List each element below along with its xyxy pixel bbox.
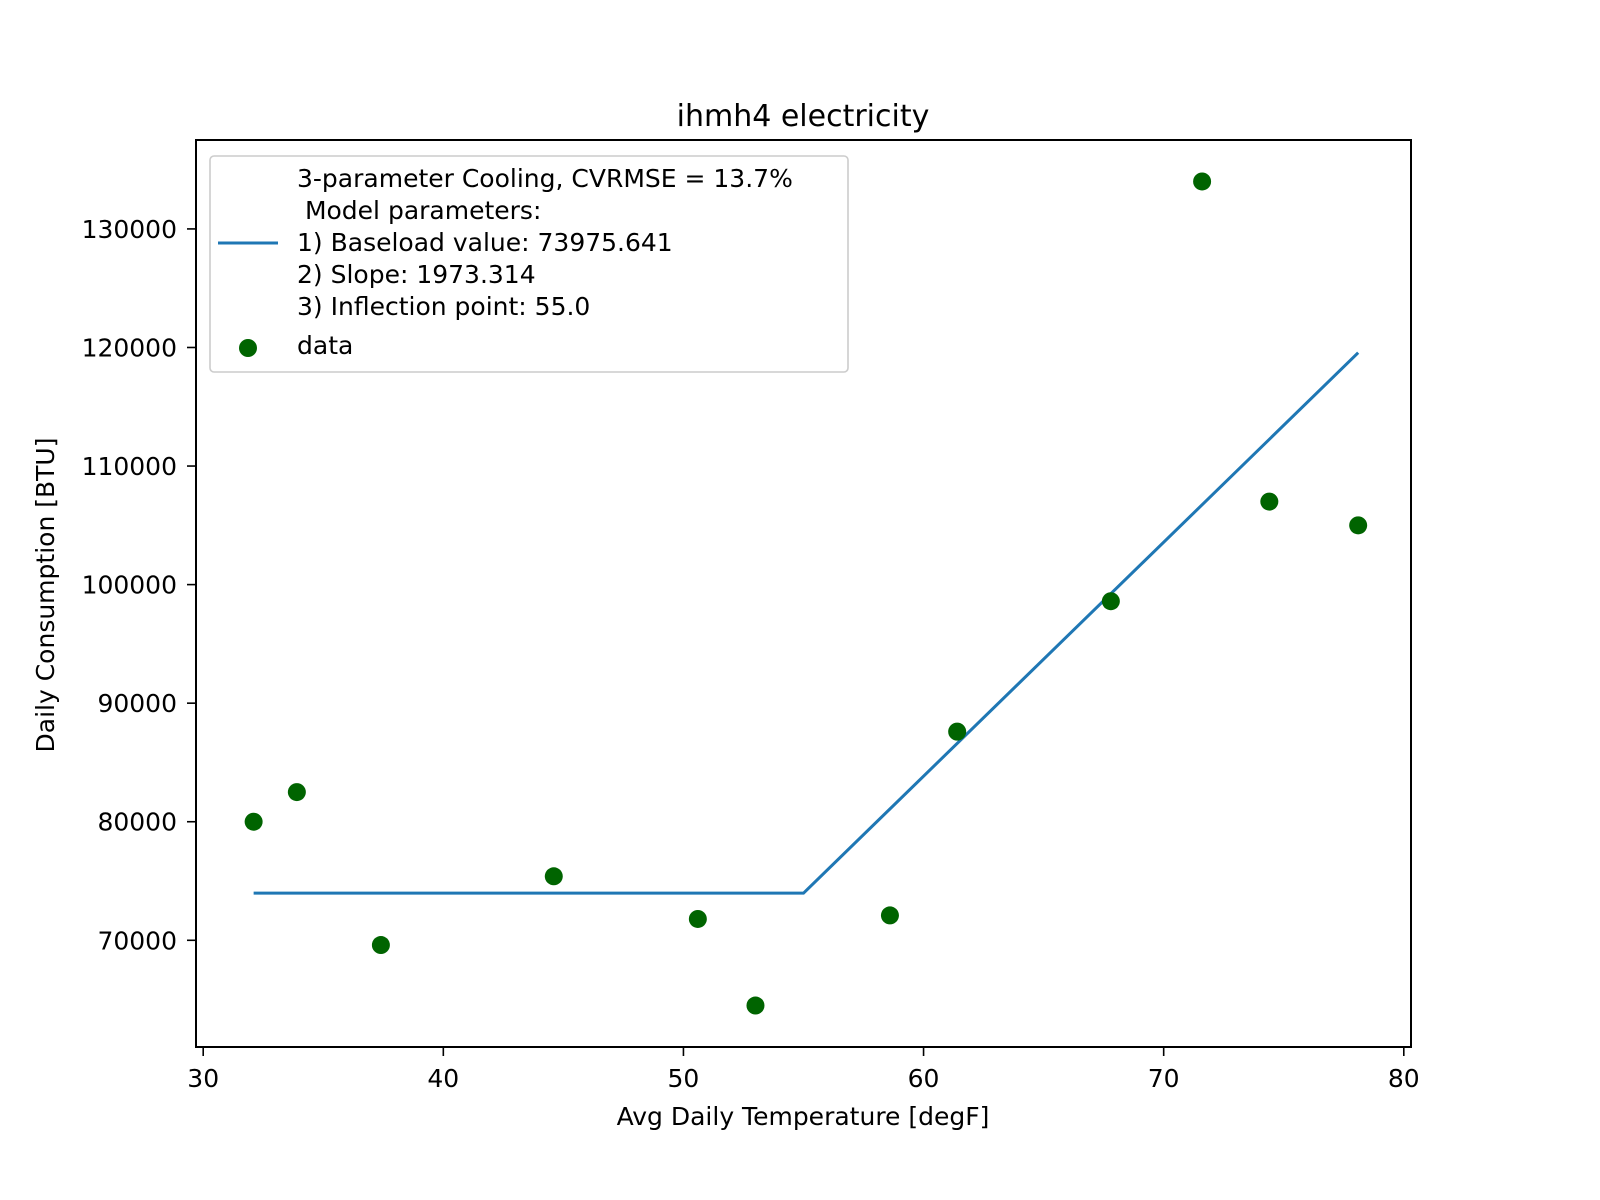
- y-axis: 70000 80000 90000 100000 110000 120000 130000: [82, 215, 196, 955]
- data-point: [1260, 492, 1279, 511]
- x-tick-label: 50: [668, 1064, 700, 1093]
- data-point: [688, 909, 707, 928]
- x-tick-label: 40: [427, 1064, 459, 1093]
- y-tick-label: 110000: [82, 452, 177, 481]
- legend-label-fit: 3-parameter Cooling, CVRMSE = 13.7% Mode…: [297, 164, 793, 321]
- data-point: [1193, 172, 1212, 191]
- legend-label-line: 3-parameter Cooling, CVRMSE = 13.7%: [297, 164, 793, 193]
- legend-box: [209, 155, 849, 373]
- x-tick-label: 70: [1148, 1064, 1180, 1093]
- model-fit-line: [253, 351, 1360, 895]
- y-tick-label: 130000: [82, 215, 177, 244]
- x-tick-label: 30: [187, 1064, 219, 1093]
- y-tick-label: 100000: [82, 571, 177, 600]
- x-tick-label: 60: [908, 1064, 940, 1093]
- legend-label-line: 2) Slope: 1973.314: [297, 260, 536, 289]
- plot-area: [244, 172, 1368, 1015]
- legend-label-line: Model parameters:: [297, 196, 541, 225]
- legend-label-data: data: [297, 331, 353, 360]
- data-point: [1349, 516, 1368, 535]
- legend-label-line: 3) Inflection point: 55.0: [297, 292, 590, 321]
- plot-frame: [195, 139, 1412, 1048]
- data-point: [287, 783, 306, 802]
- data-point: [948, 722, 967, 741]
- y-tick-label: 70000: [97, 926, 177, 955]
- y-tick-label: 80000: [97, 808, 177, 837]
- x-axis-label: Avg Daily Temperature [degF]: [617, 1102, 990, 1131]
- legend-marker-swatch: [239, 339, 257, 357]
- data-point: [244, 812, 263, 831]
- y-tick-label: 120000: [82, 333, 177, 362]
- data-point: [371, 936, 390, 955]
- y-tick-label: 90000: [97, 689, 177, 718]
- data-point: [880, 906, 899, 925]
- legend-label-line: 1) Baseload value: 73975.641: [297, 228, 673, 257]
- data-point: [1101, 592, 1120, 611]
- x-tick-label: 80: [1388, 1064, 1420, 1093]
- data-point: [544, 867, 563, 886]
- data-point: [746, 996, 765, 1015]
- legend: 3-parameter Cooling, CVRMSE = 13.7% Mode…: [209, 155, 849, 373]
- chart-title: ihmh4 electricity: [677, 99, 930, 134]
- y-axis-label: Daily Consumption [BTU]: [31, 438, 60, 753]
- x-axis: 30 40 50 60 70 80: [187, 1047, 1420, 1093]
